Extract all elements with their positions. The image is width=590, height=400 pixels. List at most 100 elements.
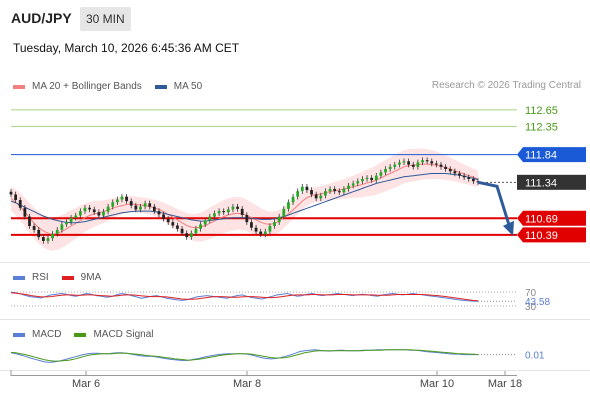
candle-body	[78, 211, 82, 216]
candle-body	[254, 227, 258, 232]
candle-body	[88, 207, 91, 210]
candle-body	[106, 206, 110, 212]
rsi-ma9-line	[10, 292, 479, 302]
candle-body	[111, 202, 115, 207]
candle-body	[41, 237, 45, 241]
candle-body	[194, 228, 198, 234]
candle-body	[171, 222, 175, 226]
candle-body	[166, 218, 170, 223]
symbol-title: AUD/JPY	[11, 10, 72, 26]
candle-body	[250, 222, 253, 228]
resistance-label: 112.35	[525, 121, 558, 133]
pivot-label: 111.84	[525, 150, 557, 162]
time-tick-label: Mar 10	[420, 378, 454, 390]
ma50-line	[10, 173, 479, 224]
candle-body	[421, 160, 424, 163]
macd-line	[10, 349, 478, 363]
support-tag	[517, 227, 586, 243]
candle-body	[407, 161, 411, 165]
candle-body	[208, 216, 212, 221]
candle-body	[157, 211, 161, 215]
resistance-label: 112.65	[525, 105, 558, 117]
candle-body	[328, 188, 332, 192]
candle-body	[296, 191, 300, 197]
candle-body	[263, 231, 267, 235]
candle-body	[379, 172, 383, 176]
candle-body	[152, 206, 156, 212]
candle-body	[231, 206, 235, 210]
legend-macd-signal-label: MACD Signal	[93, 329, 154, 340]
candle-body	[83, 207, 87, 212]
candle-body	[388, 166, 392, 170]
candle-body	[65, 222, 68, 225]
candle-body	[476, 181, 480, 183]
candle-body	[453, 171, 457, 174]
candle-body	[176, 225, 179, 229]
candle-body	[226, 209, 230, 213]
candle-body	[148, 203, 152, 207]
candle-body	[471, 179, 475, 182]
candle-body	[430, 161, 434, 164]
support-label: 110.39	[525, 230, 558, 242]
candle-body	[439, 164, 443, 167]
candle-body	[259, 231, 263, 235]
candle-body	[55, 229, 59, 234]
candle-body	[46, 238, 50, 241]
rsi-level-label: 30	[525, 302, 537, 313]
legend-swatch-rsi	[13, 275, 25, 280]
candle-body	[393, 164, 397, 167]
last-price-label: 111.34	[525, 177, 557, 189]
forecast-arrow	[477, 180, 511, 226]
candle-body	[351, 183, 355, 186]
forecast-arrowhead	[503, 220, 514, 236]
candle-body	[14, 194, 18, 201]
candle-body	[277, 216, 281, 223]
candle-body	[347, 185, 350, 189]
candle-body	[189, 233, 193, 238]
legend-swatch-macd	[13, 332, 25, 337]
candle-body	[416, 162, 420, 167]
ma20-line	[10, 163, 479, 235]
candle-body	[374, 175, 378, 181]
candle-body	[337, 191, 341, 193]
candle-body	[74, 215, 78, 218]
macd-value-label: 0.01	[525, 351, 545, 362]
time-tick-label: Mar 18	[488, 378, 522, 390]
rsi-level-label: 70	[525, 288, 537, 299]
candle-body	[129, 201, 133, 206]
candle-body	[51, 233, 55, 239]
legend-swatch-9ma	[61, 275, 74, 280]
legend-rsi-label: RSI	[32, 272, 49, 283]
candle-body	[143, 203, 147, 207]
legend-main: MA 20 + Bollinger Bands MA 50	[13, 81, 202, 92]
candle-body	[411, 164, 415, 167]
candle-body	[134, 205, 138, 210]
candle-body	[162, 214, 165, 219]
candle-body	[18, 200, 22, 208]
time-tick-label: Mar 8	[233, 378, 261, 390]
candle-body	[203, 220, 207, 225]
candle-body	[240, 208, 244, 215]
candle-body	[60, 224, 64, 230]
legend-ma20-label: MA 20 + Bollinger Bands	[32, 81, 142, 92]
candle-body	[32, 226, 36, 230]
legend-swatch-macd-signal	[74, 332, 87, 337]
legend-swatch-ma20	[13, 84, 25, 89]
time-tick-label: Mar 6	[72, 378, 100, 390]
datetime-label: Tuesday, March 10, 2026 6:45:36 AM CET	[13, 41, 240, 55]
candle-body	[213, 213, 216, 217]
timeframe-badge[interactable]: 30 MIN	[80, 7, 131, 31]
legend-macd-label: MACD	[32, 329, 62, 340]
candle-body	[434, 163, 438, 165]
candle-body	[356, 181, 360, 184]
candle-body	[333, 188, 337, 192]
candle-body	[444, 166, 448, 170]
candle-body	[236, 206, 239, 209]
candle-body	[467, 177, 471, 179]
candle-body	[398, 162, 401, 165]
candle-body	[361, 179, 364, 182]
candle-body	[125, 196, 128, 202]
candle-body	[319, 195, 323, 199]
rsi-value-label: 43.58	[525, 297, 550, 308]
